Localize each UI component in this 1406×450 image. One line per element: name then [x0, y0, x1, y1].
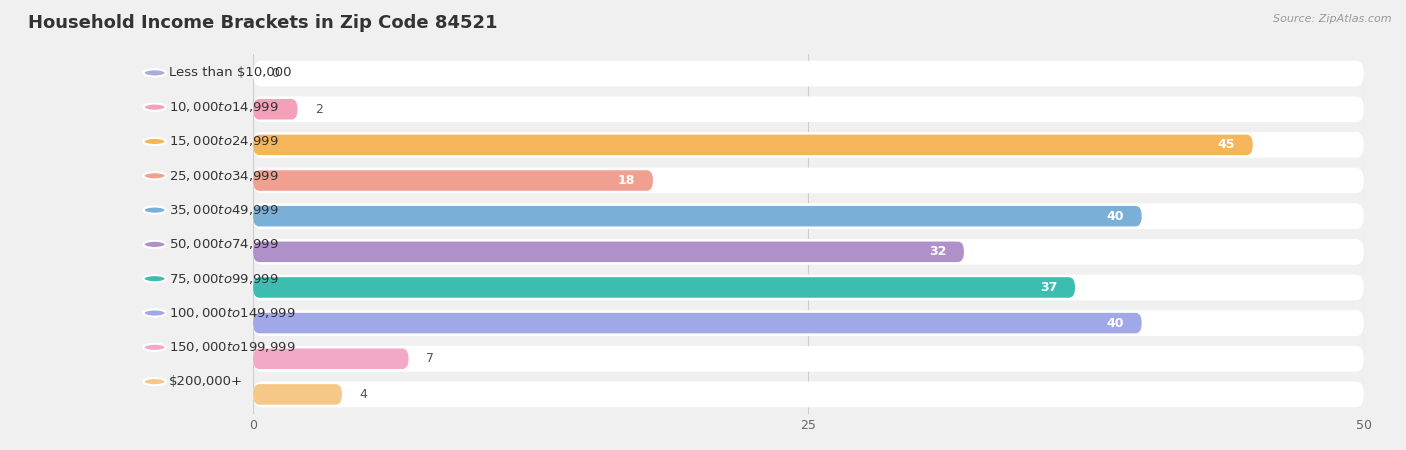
FancyBboxPatch shape — [253, 346, 1364, 372]
FancyBboxPatch shape — [253, 313, 1142, 333]
FancyBboxPatch shape — [253, 310, 1364, 336]
Text: $35,000 to $49,999: $35,000 to $49,999 — [169, 203, 278, 217]
Text: 32: 32 — [929, 245, 946, 258]
Text: $50,000 to $74,999: $50,000 to $74,999 — [169, 238, 278, 252]
Text: 7: 7 — [426, 352, 434, 365]
Text: 37: 37 — [1040, 281, 1057, 294]
Text: Less than $10,000: Less than $10,000 — [169, 66, 291, 79]
FancyBboxPatch shape — [253, 96, 1364, 122]
FancyBboxPatch shape — [253, 274, 1364, 300]
FancyBboxPatch shape — [253, 384, 342, 405]
FancyBboxPatch shape — [253, 170, 652, 191]
FancyBboxPatch shape — [253, 61, 1364, 86]
FancyBboxPatch shape — [253, 277, 1076, 298]
FancyBboxPatch shape — [253, 203, 1364, 229]
FancyBboxPatch shape — [253, 382, 1364, 407]
Text: 40: 40 — [1107, 210, 1123, 223]
Text: Household Income Brackets in Zip Code 84521: Household Income Brackets in Zip Code 84… — [28, 14, 498, 32]
FancyBboxPatch shape — [253, 206, 1142, 226]
FancyBboxPatch shape — [253, 242, 965, 262]
Text: 0: 0 — [271, 67, 278, 80]
FancyBboxPatch shape — [253, 132, 1364, 158]
Text: $75,000 to $99,999: $75,000 to $99,999 — [169, 272, 278, 286]
Text: 40: 40 — [1107, 317, 1123, 329]
FancyBboxPatch shape — [253, 168, 1364, 194]
FancyBboxPatch shape — [253, 99, 298, 120]
Text: Source: ZipAtlas.com: Source: ZipAtlas.com — [1274, 14, 1392, 23]
FancyBboxPatch shape — [253, 239, 1364, 265]
Text: 4: 4 — [360, 388, 367, 401]
Text: $25,000 to $34,999: $25,000 to $34,999 — [169, 169, 278, 183]
Text: $150,000 to $199,999: $150,000 to $199,999 — [169, 340, 295, 354]
Text: 18: 18 — [617, 174, 636, 187]
Text: $200,000+: $200,000+ — [169, 375, 243, 388]
FancyBboxPatch shape — [253, 348, 409, 369]
Text: 45: 45 — [1218, 139, 1234, 151]
Text: $100,000 to $149,999: $100,000 to $149,999 — [169, 306, 295, 320]
Text: $15,000 to $24,999: $15,000 to $24,999 — [169, 135, 278, 148]
Text: 2: 2 — [315, 103, 323, 116]
FancyBboxPatch shape — [253, 135, 1253, 155]
Text: $10,000 to $14,999: $10,000 to $14,999 — [169, 100, 278, 114]
